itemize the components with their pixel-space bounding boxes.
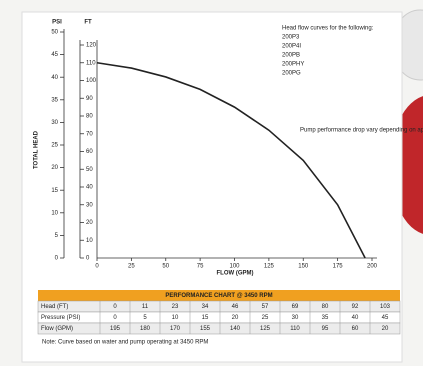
psi-tick-label: 30 (51, 120, 58, 126)
cell-value: 95 (322, 326, 329, 332)
note-annotation: Pump performance drop vary depending on … (300, 128, 423, 134)
cell-value: 35 (322, 315, 329, 321)
table-row (37, 322, 401, 335)
ft-tick-label: 80 (86, 114, 93, 120)
table-header (38, 290, 400, 301)
x-tick-label: 175 (333, 264, 344, 270)
cell-value: 11 (142, 304, 149, 310)
psi-tick-label: 50 (51, 30, 58, 36)
ft-tick-label: 0 (86, 256, 90, 262)
ft-tick-label: 60 (86, 149, 93, 155)
psi-tick-label: 20 (51, 165, 58, 171)
cell-value: 140 (230, 326, 241, 332)
cell-value: 46 (232, 304, 239, 310)
psi-tick-label: 45 (51, 52, 58, 58)
cell-value: 10 (172, 315, 179, 321)
cell-value: 30 (292, 315, 299, 321)
model-annotation: 200PB (282, 53, 300, 59)
cell-value: 57 (262, 304, 269, 310)
cell-value: 45 (382, 315, 389, 321)
cell-value: 170 (170, 326, 181, 332)
cell-value: 23 (172, 304, 179, 310)
table-row (37, 300, 401, 313)
cell-value: 15 (202, 315, 209, 321)
row-label: Pressure (PSI) (41, 315, 80, 321)
ft-tick-label: 110 (86, 60, 96, 66)
cell-value: 180 (140, 326, 151, 332)
model-annotation: 200P4I (282, 44, 301, 50)
head-curve (96, 61, 366, 259)
cell-value: 34 (202, 304, 209, 310)
cell-value: 60 (352, 326, 359, 332)
row-label: Head (FT) (41, 304, 68, 310)
x-tick-label: 125 (264, 264, 275, 270)
cell-value: 110 (290, 326, 300, 332)
ft-tick-label: 40 (86, 185, 93, 191)
x-tick-label: 25 (128, 264, 135, 270)
cell-value: 195 (110, 326, 121, 332)
psi-axis-title: PSI (52, 20, 62, 26)
x-tick-label: 50 (162, 264, 169, 270)
x-axis-title: FLOW (GPM) (217, 271, 254, 277)
table-note: Note: Curve based on water and pump oper… (42, 340, 208, 346)
cell-value: 40 (352, 315, 359, 321)
cell-value: 80 (322, 304, 329, 310)
cell-value: 92 (352, 304, 359, 310)
row-label: Flow (GPM) (41, 326, 73, 332)
model-annotation: 200P3 (282, 35, 300, 41)
cell-value: 20 (232, 315, 239, 321)
ft-tick-label: 90 (86, 96, 93, 102)
ft-tick-label: 50 (86, 167, 93, 173)
x-tick-label: 0 (95, 264, 99, 270)
cell-value: 69 (292, 304, 299, 310)
y-axis-title: TOTAL HEAD (34, 130, 40, 169)
cell-value: 20 (382, 326, 389, 332)
ft-tick-label: 70 (86, 131, 93, 137)
x-tick-label: 100 (229, 264, 240, 270)
cell-value: 155 (200, 326, 211, 332)
ft-tick-label: 10 (86, 238, 93, 244)
x-tick-label: 200 (367, 264, 378, 270)
cell-value: 125 (260, 326, 271, 332)
x-tick-label: 75 (197, 264, 204, 270)
ft-tick-label: 30 (86, 202, 93, 208)
cell-value: 103 (380, 304, 391, 310)
cell-value: 5 (143, 315, 147, 321)
psi-tick-label: 5 (55, 233, 59, 239)
table-row (37, 311, 401, 324)
cell-value: 0 (113, 315, 117, 321)
psi-tick-label: 15 (51, 188, 58, 194)
ft-tick-label: 20 (86, 220, 93, 226)
psi-tick-label: 0 (55, 256, 59, 262)
model-annotation: Head flow curves for the following: (282, 26, 374, 32)
cell-value: 25 (262, 315, 269, 321)
psi-tick-label: 35 (51, 97, 58, 103)
psi-tick-label: 10 (51, 210, 58, 216)
psi-tick-label: 25 (51, 143, 58, 149)
x-tick-label: 150 (298, 264, 309, 270)
model-annotation: 200PG (282, 71, 301, 77)
ft-tick-label: 100 (86, 78, 97, 84)
table-title: PERFORMANCE CHART @ 3450 RPM (165, 293, 272, 299)
ft-axis-title: FT (84, 20, 92, 26)
cell-value: 0 (113, 304, 117, 310)
model-annotation: 200PHY (282, 62, 304, 68)
psi-tick-label: 40 (51, 75, 58, 81)
ft-tick-label: 120 (86, 43, 97, 49)
